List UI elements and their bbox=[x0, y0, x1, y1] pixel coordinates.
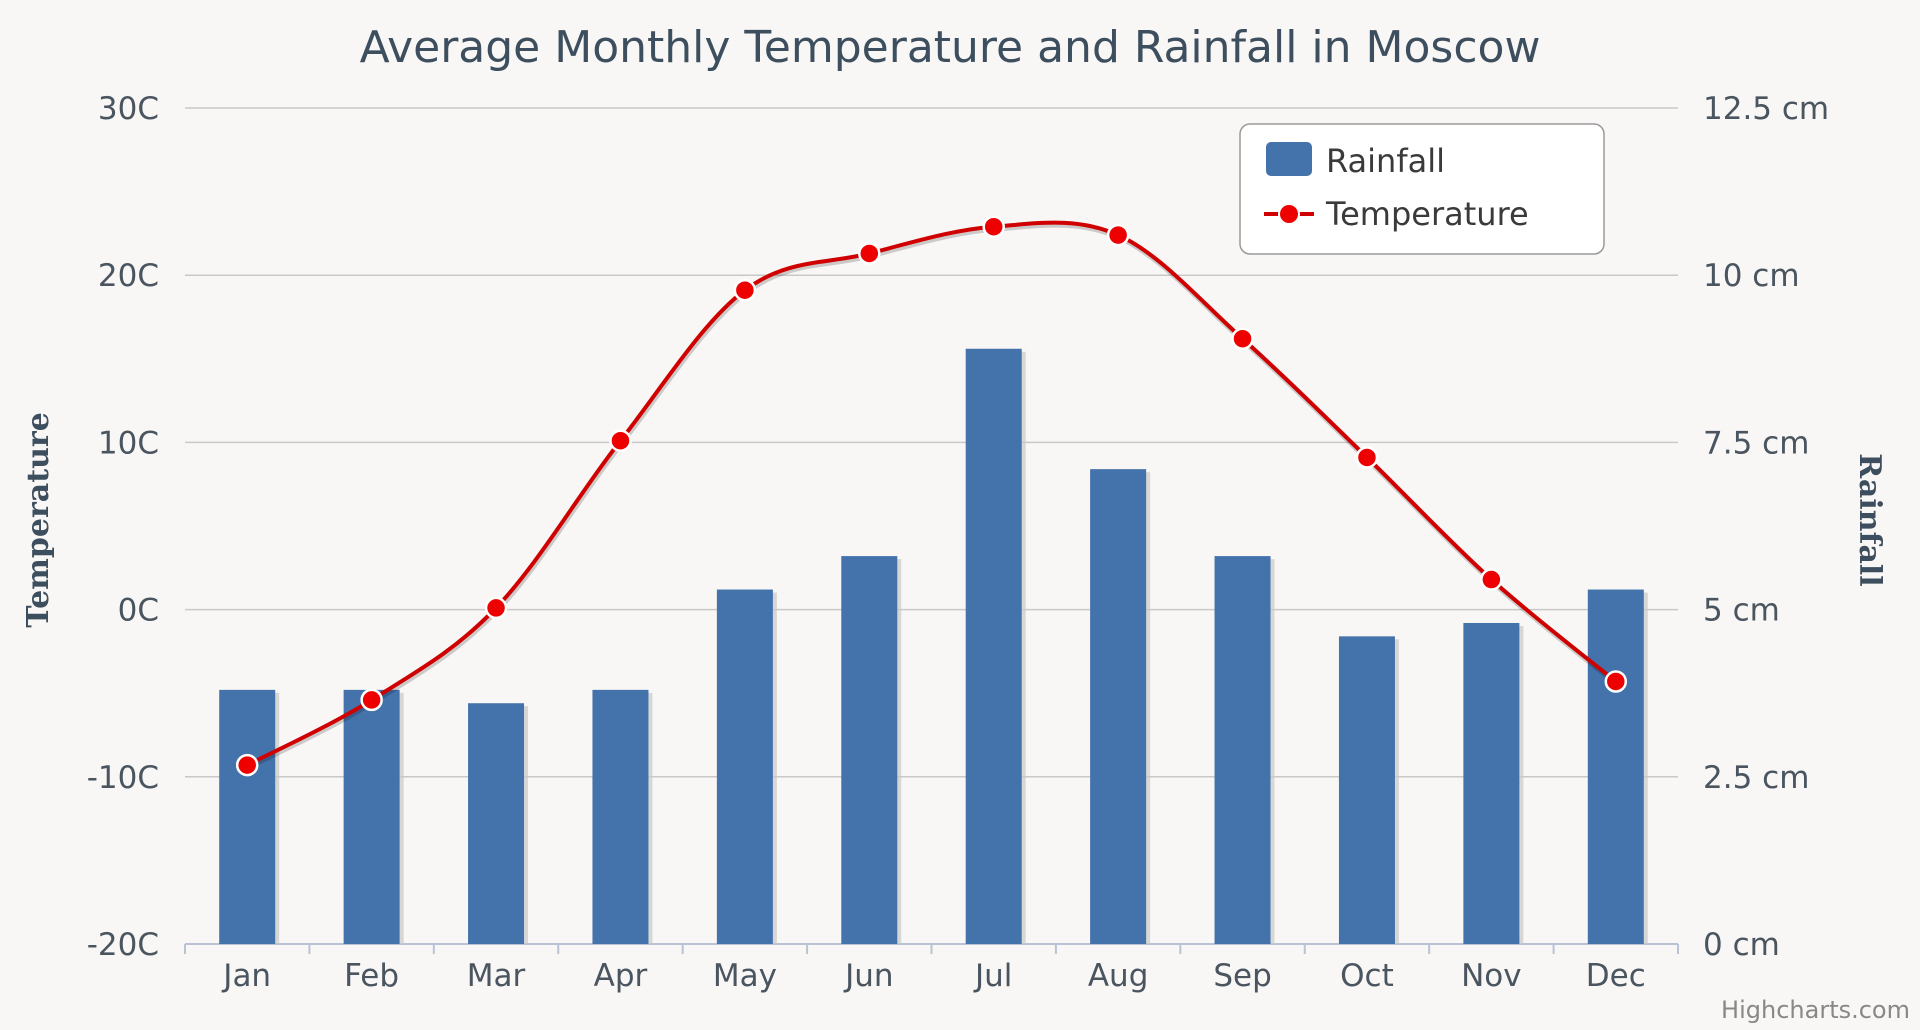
right-axis-tick-label: 10 cm bbox=[1703, 258, 1800, 294]
left-axis-tick-label: -20C bbox=[87, 927, 159, 963]
temperature-marker bbox=[982, 215, 1005, 238]
x-axis-tick-label: Aug bbox=[1088, 958, 1149, 994]
temperature-marker bbox=[1106, 223, 1130, 247]
left-axis-tick-label: 0C bbox=[118, 593, 159, 629]
axis-labels: -20C -10C 0C 10C 20C 30C 0 cm 2.5 cm 5 cm 7.5 cm 1… bbox=[87, 91, 1829, 994]
right-axis-tick-label: 0 cm bbox=[1703, 927, 1780, 963]
temperature-marker bbox=[235, 753, 259, 777]
rainfall-bar bbox=[1463, 622, 1520, 944]
rainfall-bar bbox=[1338, 636, 1395, 944]
left-axis-tick-label: -10C bbox=[87, 760, 159, 796]
legend-rainfall-swatch bbox=[1266, 142, 1312, 176]
temperature-marker bbox=[609, 429, 632, 452]
temperature-marker bbox=[484, 596, 508, 620]
x-axis-tick-label: Dec bbox=[1586, 958, 1646, 994]
temperature-marker bbox=[1480, 568, 1503, 591]
temperature-line-shadow bbox=[246, 221, 1619, 770]
legend-rainfall-label[interactable]: Rainfall bbox=[1326, 142, 1445, 180]
legend-temperature-marker bbox=[1278, 203, 1300, 225]
grid-layer bbox=[184, 107, 1679, 954]
temperature-marker bbox=[733, 278, 757, 302]
x-axis-tick-label: Nov bbox=[1461, 958, 1522, 994]
legend-temperature-label[interactable]: Temperature bbox=[1325, 195, 1529, 233]
legend[interactable]: Rainfall Temperature bbox=[1239, 123, 1605, 255]
right-axis-tick-label: 7.5 cm bbox=[1703, 425, 1809, 461]
rainfall-bar bbox=[1090, 469, 1147, 944]
right-axis-title: Rainfall bbox=[1852, 453, 1887, 586]
x-axis-tick-label: Sep bbox=[1213, 958, 1271, 994]
rainfall-bar bbox=[1587, 589, 1644, 944]
rainfall-bar bbox=[343, 689, 400, 944]
rainfall-bar bbox=[468, 703, 525, 944]
left-axis-tick-label: 30C bbox=[98, 91, 159, 127]
rainfall-bar bbox=[965, 348, 1022, 944]
temperature-marker bbox=[858, 242, 881, 265]
temperature-line-layer bbox=[235, 215, 1628, 777]
rainfall-bar bbox=[592, 689, 649, 944]
rainfall-bar bbox=[219, 689, 276, 944]
temperature-marker bbox=[1231, 327, 1254, 350]
x-axis-tick-label: May bbox=[713, 958, 777, 994]
rainfall-bar bbox=[1214, 556, 1271, 944]
temperature-marker bbox=[1604, 670, 1628, 693]
left-axis-tick-label: 20C bbox=[98, 258, 159, 294]
right-axis-tick-label: 5 cm bbox=[1703, 593, 1780, 629]
temperature-line bbox=[246, 220, 1618, 767]
x-axis-tick-label: Oct bbox=[1340, 958, 1394, 994]
x-axis-tick-label: Jul bbox=[973, 958, 1012, 994]
left-axis-title: Temperature bbox=[21, 412, 56, 628]
temperature-marker bbox=[1355, 446, 1379, 469]
x-axis-tick-label: Mar bbox=[467, 958, 526, 994]
right-axis-tick-label: 2.5 cm bbox=[1703, 760, 1809, 796]
rainfall-bar bbox=[716, 589, 773, 944]
x-axis-tick-label: Jan bbox=[221, 958, 271, 994]
legend-box bbox=[1239, 123, 1605, 255]
right-axis-tick-label: 12.5 cm bbox=[1703, 91, 1829, 127]
rainfall-bars bbox=[219, 348, 1648, 944]
x-axis-tick-label: Jun bbox=[843, 958, 893, 994]
x-axis-tick-label: Feb bbox=[344, 958, 399, 994]
left-axis-tick-label: 10C bbox=[98, 425, 159, 461]
chart-title: Average Monthly Temperature and Rainfall… bbox=[360, 22, 1541, 73]
temperature-marker bbox=[360, 688, 383, 712]
credits-link[interactable]: Highcharts.com bbox=[1721, 996, 1910, 1024]
rainfall-bar bbox=[841, 556, 898, 944]
x-axis-tick-label: Apr bbox=[594, 958, 648, 994]
